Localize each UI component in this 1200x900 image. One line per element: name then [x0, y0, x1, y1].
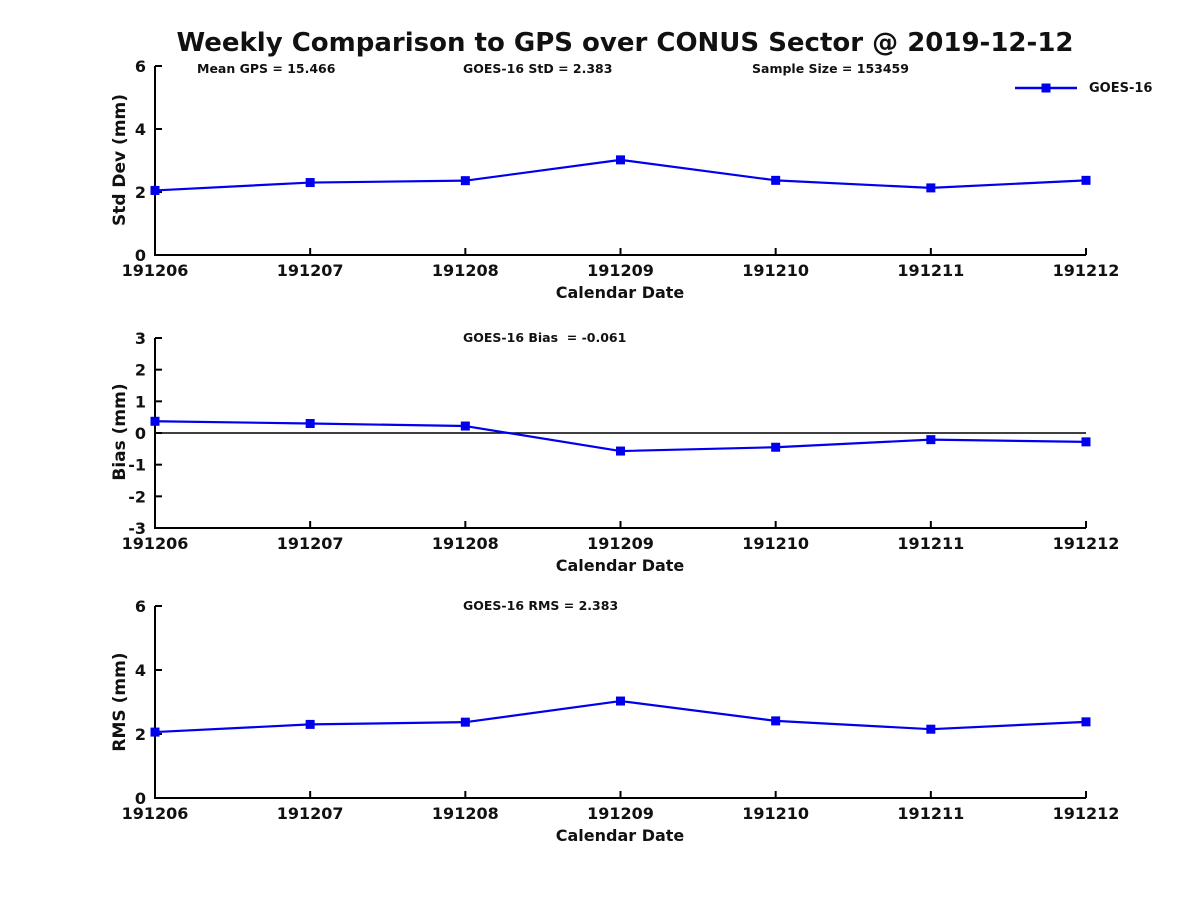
data-point-marker: [460, 717, 470, 727]
x-tick-label: 191210: [742, 534, 809, 553]
x-tick-label: 191206: [122, 534, 189, 553]
x-tick-label: 191211: [897, 261, 964, 280]
series-line: [154, 158, 1087, 192]
y-tick-label: 4: [135, 120, 146, 139]
x-tick-label: 191209: [587, 534, 654, 553]
x-axis-label-stddev: Calendar Date: [555, 283, 685, 302]
y-tick-label: 0: [135, 424, 146, 443]
data-point-marker: [616, 446, 625, 456]
y-tick-label: 6: [135, 57, 146, 76]
series-line: [154, 699, 1087, 734]
x-tick-label: 191209: [587, 804, 654, 823]
y-tick-label: -2: [128, 487, 146, 506]
data-point-marker: [1081, 717, 1091, 727]
y-tick-label: 2: [135, 725, 146, 744]
x-tick-label: 191210: [742, 261, 809, 280]
y-tick-label: 0: [135, 246, 146, 265]
data-point-marker: [460, 421, 470, 431]
x-tick-label: 191207: [277, 261, 344, 280]
data-point-marker: [616, 155, 625, 165]
x-tick-label: 191207: [277, 804, 344, 823]
data-point-marker: [460, 176, 470, 186]
x-tick-label: 191211: [897, 804, 964, 823]
x-tick-label: 191212: [1053, 804, 1120, 823]
y-tick-label: -1: [128, 456, 146, 475]
y-tick-label: 4: [135, 661, 146, 680]
y-tick-label: 1: [135, 392, 146, 411]
legend-label: GOES-16: [1089, 80, 1153, 96]
legend-line-marker-icon: [1015, 83, 1077, 93]
data-point-marker: [1081, 175, 1091, 185]
data-point-marker: [926, 435, 936, 445]
y-tick-label: 3: [135, 329, 146, 348]
annotation-goes16-bias: GOES-16 Bias = -0.061: [463, 330, 627, 345]
data-point-marker: [926, 724, 936, 734]
annotation-goes16-rms: GOES-16 RMS = 2.383: [463, 598, 619, 613]
x-tick-label: 191211: [897, 534, 964, 553]
x-tick-label: 191207: [277, 534, 344, 553]
data-point-marker: [771, 175, 781, 185]
legend: GOES-16: [1013, 79, 1152, 97]
data-point-marker: [1081, 437, 1091, 447]
data-point-marker: [616, 696, 625, 706]
y-tick-label: 2: [135, 183, 146, 202]
data-point-marker: [926, 183, 936, 193]
chart-title: Weekly Comparison to GPS over CONUS Sect…: [176, 28, 1074, 58]
data-point-marker: [150, 727, 160, 737]
x-tick-label: 191206: [122, 261, 189, 280]
x-tick-label: 191208: [432, 804, 499, 823]
data-point-marker: [771, 716, 781, 726]
x-tick-label: 191212: [1053, 261, 1120, 280]
x-tick-label: 191206: [122, 804, 189, 823]
data-point-marker: [150, 185, 160, 195]
data-point-marker: [305, 719, 315, 729]
data-point-marker: [305, 419, 315, 428]
y-tick-label: -3: [128, 519, 146, 538]
x-tick-label: 191208: [432, 534, 499, 553]
data-point-marker: [305, 178, 315, 188]
data-point-marker: [771, 442, 781, 452]
x-tick-label: 191210: [742, 804, 809, 823]
x-tick-label: 191209: [587, 261, 654, 280]
annotation-sample-size: Sample Size = 153459: [752, 61, 909, 76]
y-tick-label: 6: [135, 597, 146, 616]
x-axis-label-bias: Calendar Date: [555, 556, 685, 575]
x-axis-label-rms: Calendar Date: [555, 826, 685, 845]
annotation-mean-gps: Mean GPS = 15.466: [197, 61, 336, 76]
data-point-marker: [150, 416, 160, 426]
annotation-goes16-std: GOES-16 StD = 2.383: [463, 61, 613, 76]
x-tick-label: 191208: [432, 261, 499, 280]
y-tick-label: 0: [135, 789, 146, 808]
x-tick-label: 191212: [1053, 534, 1120, 553]
y-tick-label: 2: [135, 361, 146, 380]
